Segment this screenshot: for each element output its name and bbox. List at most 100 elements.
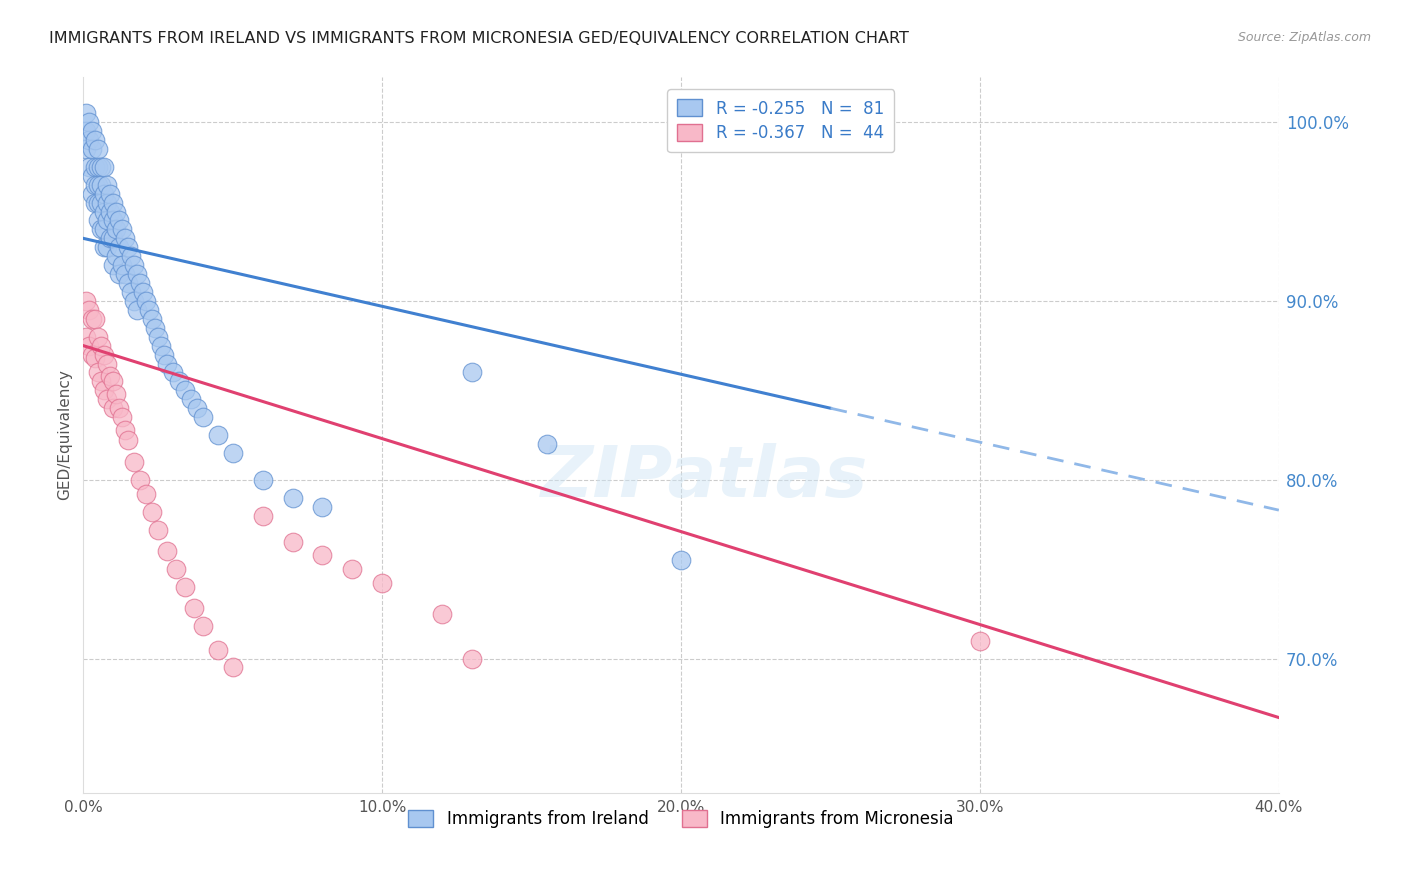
- Point: [105, 222, 128, 236]
- Point: [117, 434, 139, 448]
- Point: [135, 293, 157, 308]
- Point: [252, 473, 274, 487]
- Point: [222, 660, 245, 674]
- Point: [122, 258, 145, 272]
- Point: [82, 186, 104, 201]
- Point: [98, 231, 121, 245]
- Point: [129, 276, 152, 290]
- Point: [96, 195, 118, 210]
- Point: [108, 401, 131, 416]
- Point: [93, 204, 115, 219]
- Point: [77, 133, 100, 147]
- Point: [101, 258, 124, 272]
- Legend: Immigrants from Ireland, Immigrants from Micronesia: Immigrants from Ireland, Immigrants from…: [402, 803, 960, 834]
- Point: [96, 213, 118, 227]
- Point: [101, 231, 124, 245]
- Point: [111, 258, 134, 272]
- Point: [87, 329, 110, 343]
- Point: [174, 580, 197, 594]
- Point: [84, 311, 107, 326]
- Point: [180, 392, 202, 407]
- Point: [75, 293, 97, 308]
- Point: [186, 401, 208, 416]
- Point: [87, 142, 110, 156]
- Point: [82, 142, 104, 156]
- Point: [101, 213, 124, 227]
- Point: [105, 204, 128, 219]
- Point: [122, 455, 145, 469]
- Point: [96, 240, 118, 254]
- Point: [108, 213, 131, 227]
- Point: [138, 302, 160, 317]
- Point: [207, 428, 229, 442]
- Point: [75, 106, 97, 120]
- Point: [281, 491, 304, 505]
- Point: [77, 160, 100, 174]
- Point: [122, 293, 145, 308]
- Point: [129, 473, 152, 487]
- Point: [87, 160, 110, 174]
- Point: [127, 302, 149, 317]
- Point: [969, 633, 991, 648]
- Point: [153, 348, 176, 362]
- Point: [342, 562, 364, 576]
- Point: [93, 160, 115, 174]
- Point: [90, 338, 112, 352]
- Point: [135, 487, 157, 501]
- Point: [98, 186, 121, 201]
- Point: [93, 186, 115, 201]
- Point: [207, 642, 229, 657]
- Point: [114, 423, 136, 437]
- Point: [96, 178, 118, 192]
- Point: [101, 401, 124, 416]
- Point: [101, 195, 124, 210]
- Point: [82, 124, 104, 138]
- Point: [114, 267, 136, 281]
- Point: [117, 276, 139, 290]
- Point: [127, 267, 149, 281]
- Text: ZIPatlas: ZIPatlas: [541, 443, 869, 513]
- Point: [114, 231, 136, 245]
- Point: [90, 160, 112, 174]
- Point: [87, 178, 110, 192]
- Point: [77, 338, 100, 352]
- Point: [141, 505, 163, 519]
- Point: [75, 124, 97, 138]
- Point: [167, 375, 190, 389]
- Point: [311, 500, 333, 514]
- Point: [165, 562, 187, 576]
- Point: [222, 446, 245, 460]
- Point: [183, 601, 205, 615]
- Text: IMMIGRANTS FROM IRELAND VS IMMIGRANTS FROM MICRONESIA GED/EQUIVALENCY CORRELATIO: IMMIGRANTS FROM IRELAND VS IMMIGRANTS FR…: [49, 31, 910, 46]
- Point: [90, 222, 112, 236]
- Point: [77, 302, 100, 317]
- Y-axis label: GED/Equivalency: GED/Equivalency: [58, 369, 72, 500]
- Point: [156, 357, 179, 371]
- Point: [82, 169, 104, 183]
- Point: [93, 222, 115, 236]
- Point: [156, 544, 179, 558]
- Point: [98, 369, 121, 384]
- Point: [146, 329, 169, 343]
- Point: [111, 410, 134, 425]
- Point: [132, 285, 155, 299]
- Point: [162, 366, 184, 380]
- Point: [75, 142, 97, 156]
- Point: [101, 375, 124, 389]
- Point: [90, 178, 112, 192]
- Point: [77, 115, 100, 129]
- Point: [90, 195, 112, 210]
- Point: [84, 351, 107, 366]
- Point: [120, 285, 142, 299]
- Point: [84, 133, 107, 147]
- Point: [252, 508, 274, 523]
- Point: [98, 204, 121, 219]
- Point: [87, 366, 110, 380]
- Point: [87, 195, 110, 210]
- Point: [93, 384, 115, 398]
- Point: [191, 410, 214, 425]
- Point: [143, 320, 166, 334]
- Point: [93, 348, 115, 362]
- Point: [461, 366, 484, 380]
- Point: [141, 311, 163, 326]
